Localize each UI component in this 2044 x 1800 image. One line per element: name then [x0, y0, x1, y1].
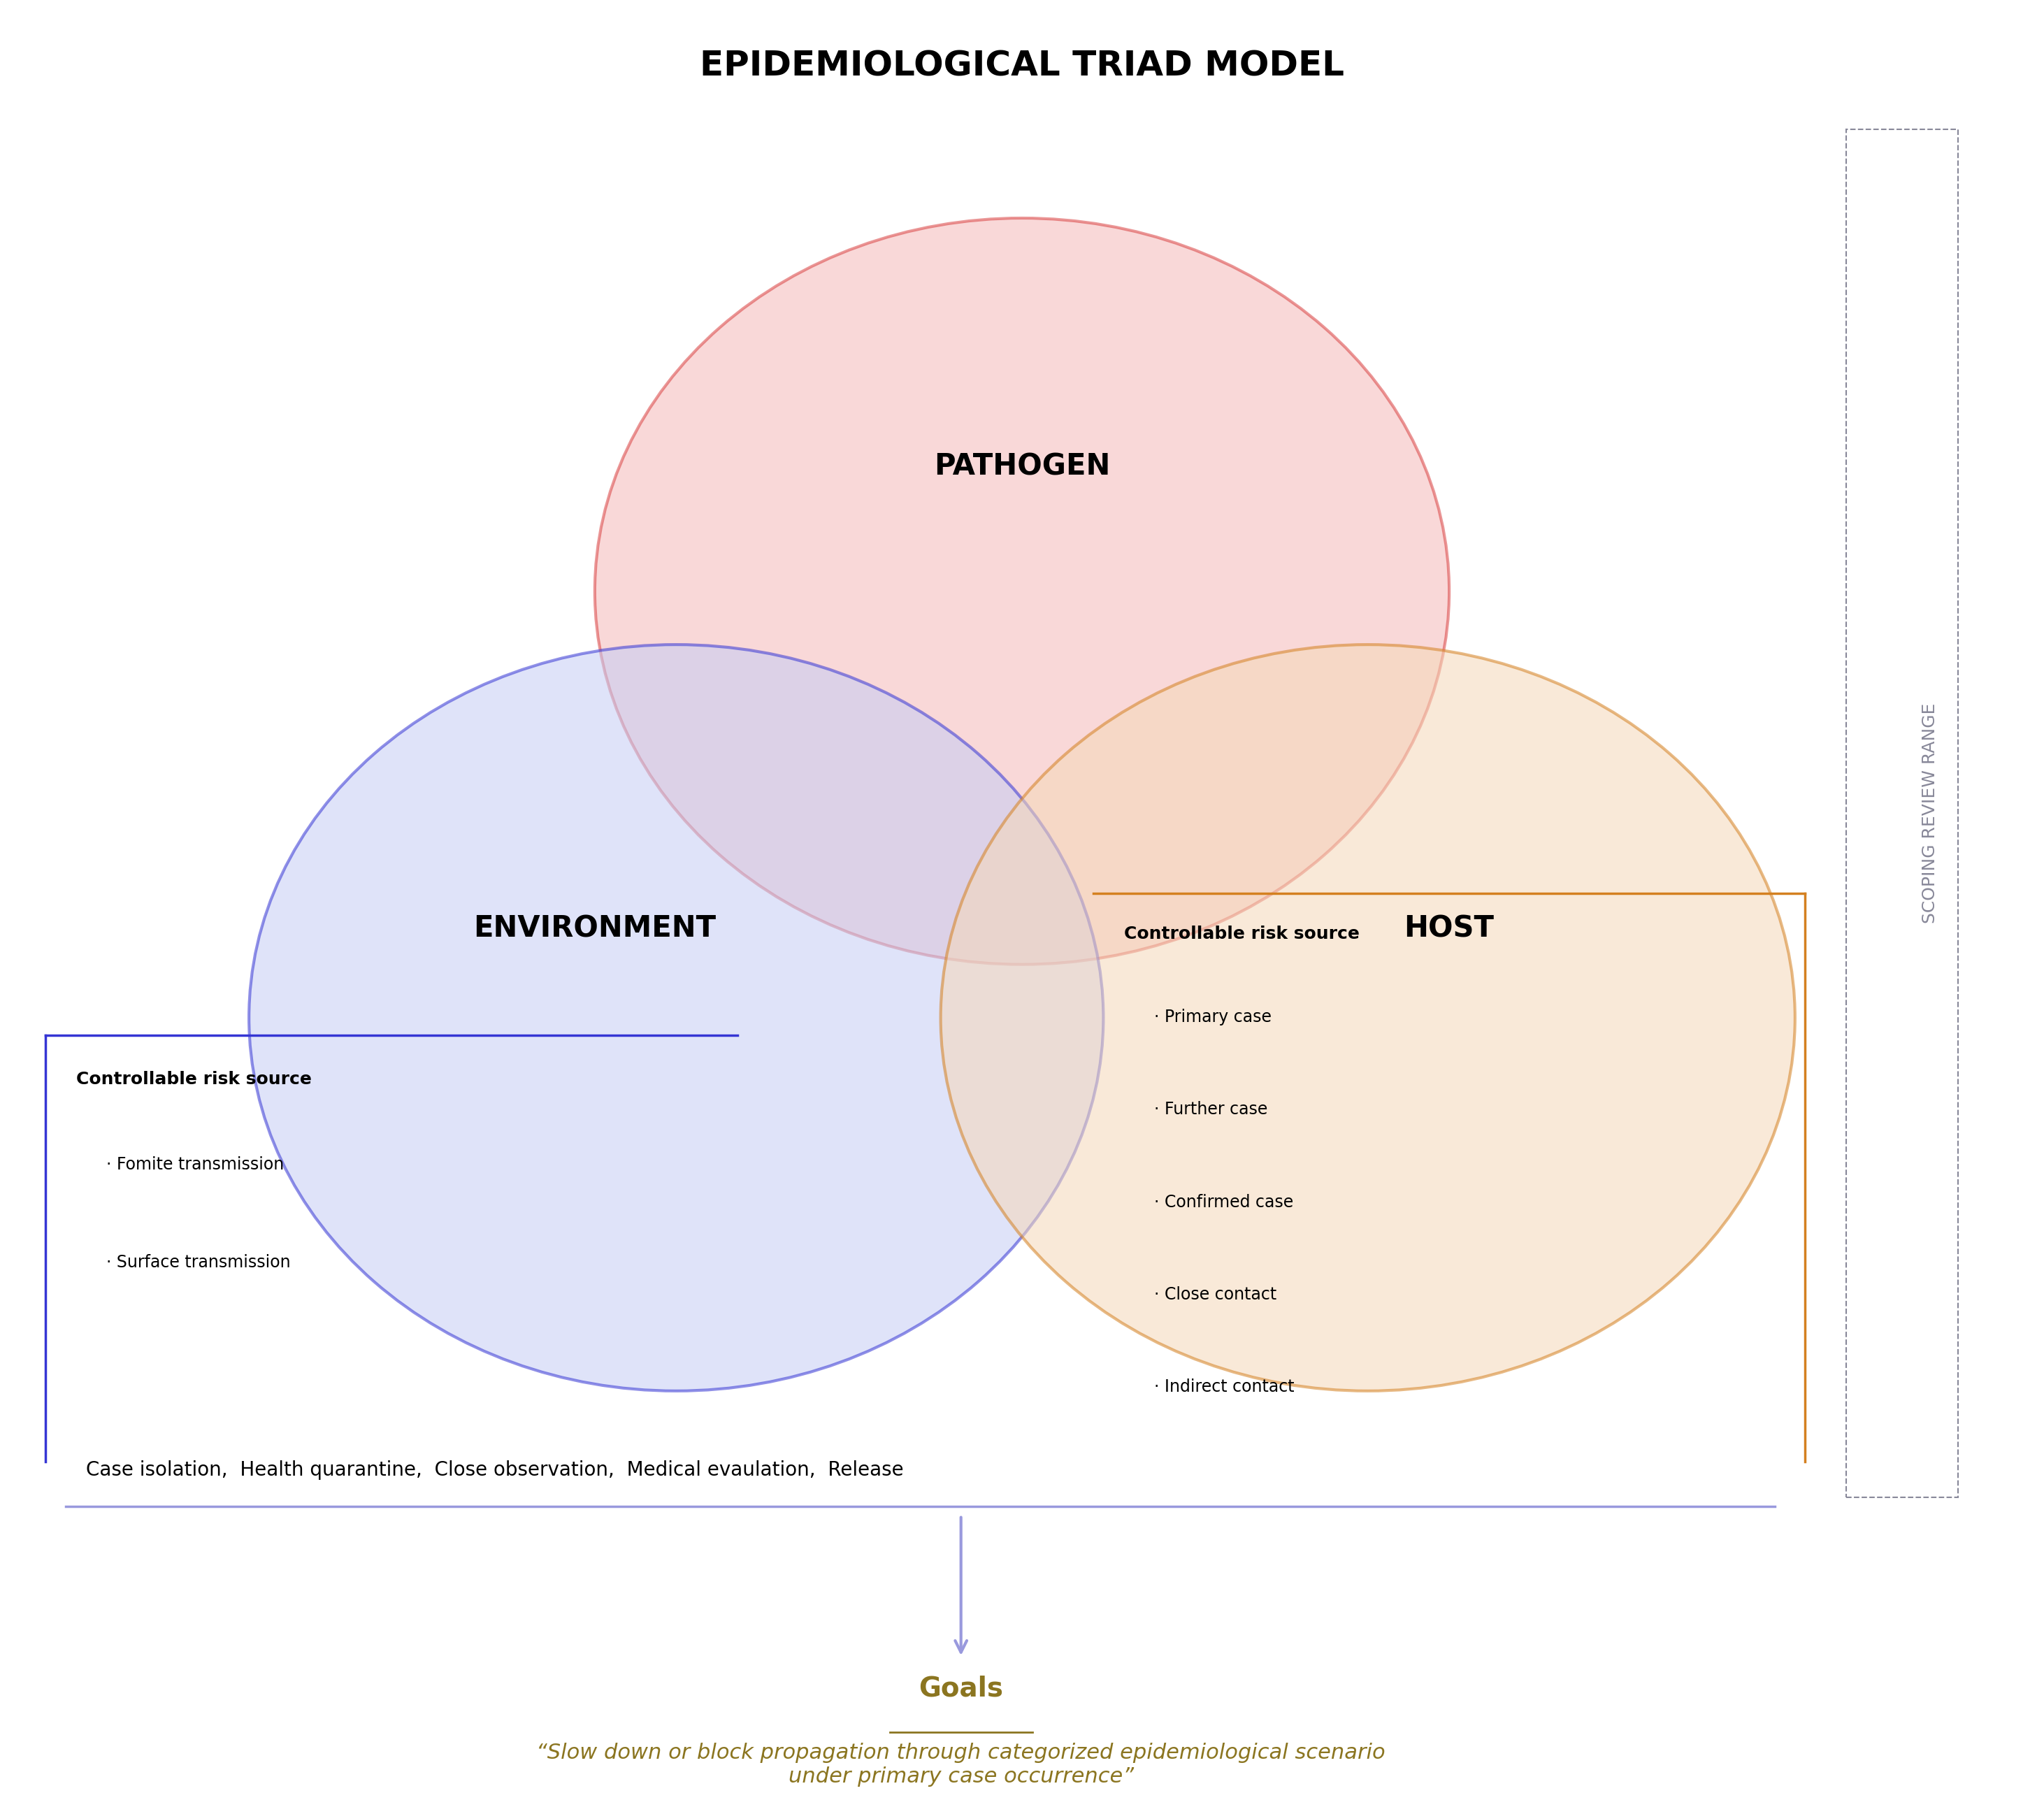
Text: · Confirmed case: · Confirmed case: [1155, 1193, 1294, 1210]
Text: Controllable risk source: Controllable risk source: [1124, 925, 1359, 941]
Text: Goals: Goals: [918, 1676, 1004, 1701]
Circle shape: [249, 644, 1104, 1391]
Text: ENVIRONMENT: ENVIRONMENT: [474, 914, 715, 943]
Text: HOST: HOST: [1404, 914, 1494, 943]
Text: PATHOGEN: PATHOGEN: [934, 452, 1110, 482]
Text: · Surface transmission: · Surface transmission: [106, 1255, 290, 1271]
Text: Controllable risk source: Controllable risk source: [76, 1071, 311, 1087]
Text: “Slow down or block propagation through categorized epidemiological scenario
und: “Slow down or block propagation through …: [536, 1742, 1386, 1787]
Circle shape: [940, 644, 1795, 1391]
Text: · Further case: · Further case: [1155, 1102, 1267, 1118]
Text: · Indirect contact: · Indirect contact: [1155, 1379, 1294, 1395]
Text: EPIDEMIOLOGICAL TRIAD MODEL: EPIDEMIOLOGICAL TRIAD MODEL: [699, 49, 1345, 83]
Text: Case isolation,  Health quarantine,  Close observation,  Medical evaulation,  Re: Case isolation, Health quarantine, Close…: [86, 1460, 903, 1480]
Text: · Close contact: · Close contact: [1155, 1285, 1278, 1303]
Text: · Primary case: · Primary case: [1155, 1008, 1271, 1026]
Text: SCOPING REVIEW RANGE: SCOPING REVIEW RANGE: [1921, 704, 1938, 923]
Text: · Fomite transmission: · Fomite transmission: [106, 1156, 284, 1174]
Bar: [1846, 130, 1958, 1498]
Circle shape: [595, 218, 1449, 965]
